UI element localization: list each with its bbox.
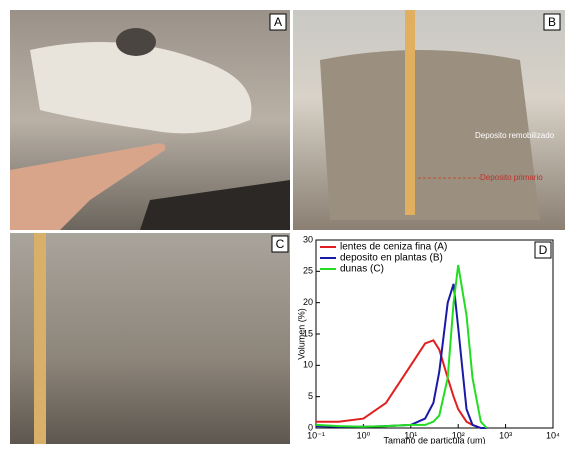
series-line: [316, 339, 487, 429]
legend-label: deposito en plantas (B): [340, 253, 443, 264]
panel-letter: B: [548, 15, 556, 29]
legend-label: lentes de ceniza fina (A): [340, 242, 447, 253]
y-tick-label: 30: [303, 234, 313, 244]
x-tick-label: 10¹: [404, 430, 417, 440]
y-tick-label: 15: [303, 328, 313, 338]
x-tick-label: 10³: [499, 430, 512, 440]
series-line: [315, 264, 488, 429]
annotation: Deposito primario: [480, 173, 543, 182]
y-tick-label: 0: [308, 422, 313, 432]
legend-label: dunas (C): [340, 264, 384, 275]
panel-letter-box: [271, 235, 289, 253]
ruler: [34, 233, 46, 444]
ruler: [405, 10, 415, 215]
y-tick-label: 5: [308, 391, 313, 401]
y-axis-label: Volumen (%): [296, 308, 306, 360]
panel-letter-box: [534, 241, 552, 259]
rock: [116, 28, 156, 56]
pit: [320, 50, 540, 220]
ash-patch: [30, 42, 252, 134]
x-tick-label: 10⁴: [546, 430, 560, 440]
hand: [10, 143, 166, 230]
panel-letter: C: [276, 237, 285, 251]
x-tick-label: 10⁻¹: [307, 430, 325, 440]
y-tick-label: 25: [303, 266, 313, 276]
y-tick-label: 10: [303, 360, 313, 370]
annotation: Deposito remobilizado: [475, 131, 555, 140]
x-tick-label: 10⁰: [357, 430, 371, 440]
panel-letter-box: [543, 13, 561, 31]
shadow: [140, 180, 290, 230]
x-tick-label: 10²: [452, 430, 465, 440]
panel-letter-box: [269, 13, 287, 31]
photo-c: [10, 233, 290, 444]
chart-panel: [293, 233, 565, 444]
y-tick-label: 20: [303, 297, 313, 307]
panel-letter: A: [274, 15, 282, 29]
panel-letter: D: [539, 243, 548, 257]
x-axis-label: Tamaño de particula (um): [383, 435, 485, 444]
